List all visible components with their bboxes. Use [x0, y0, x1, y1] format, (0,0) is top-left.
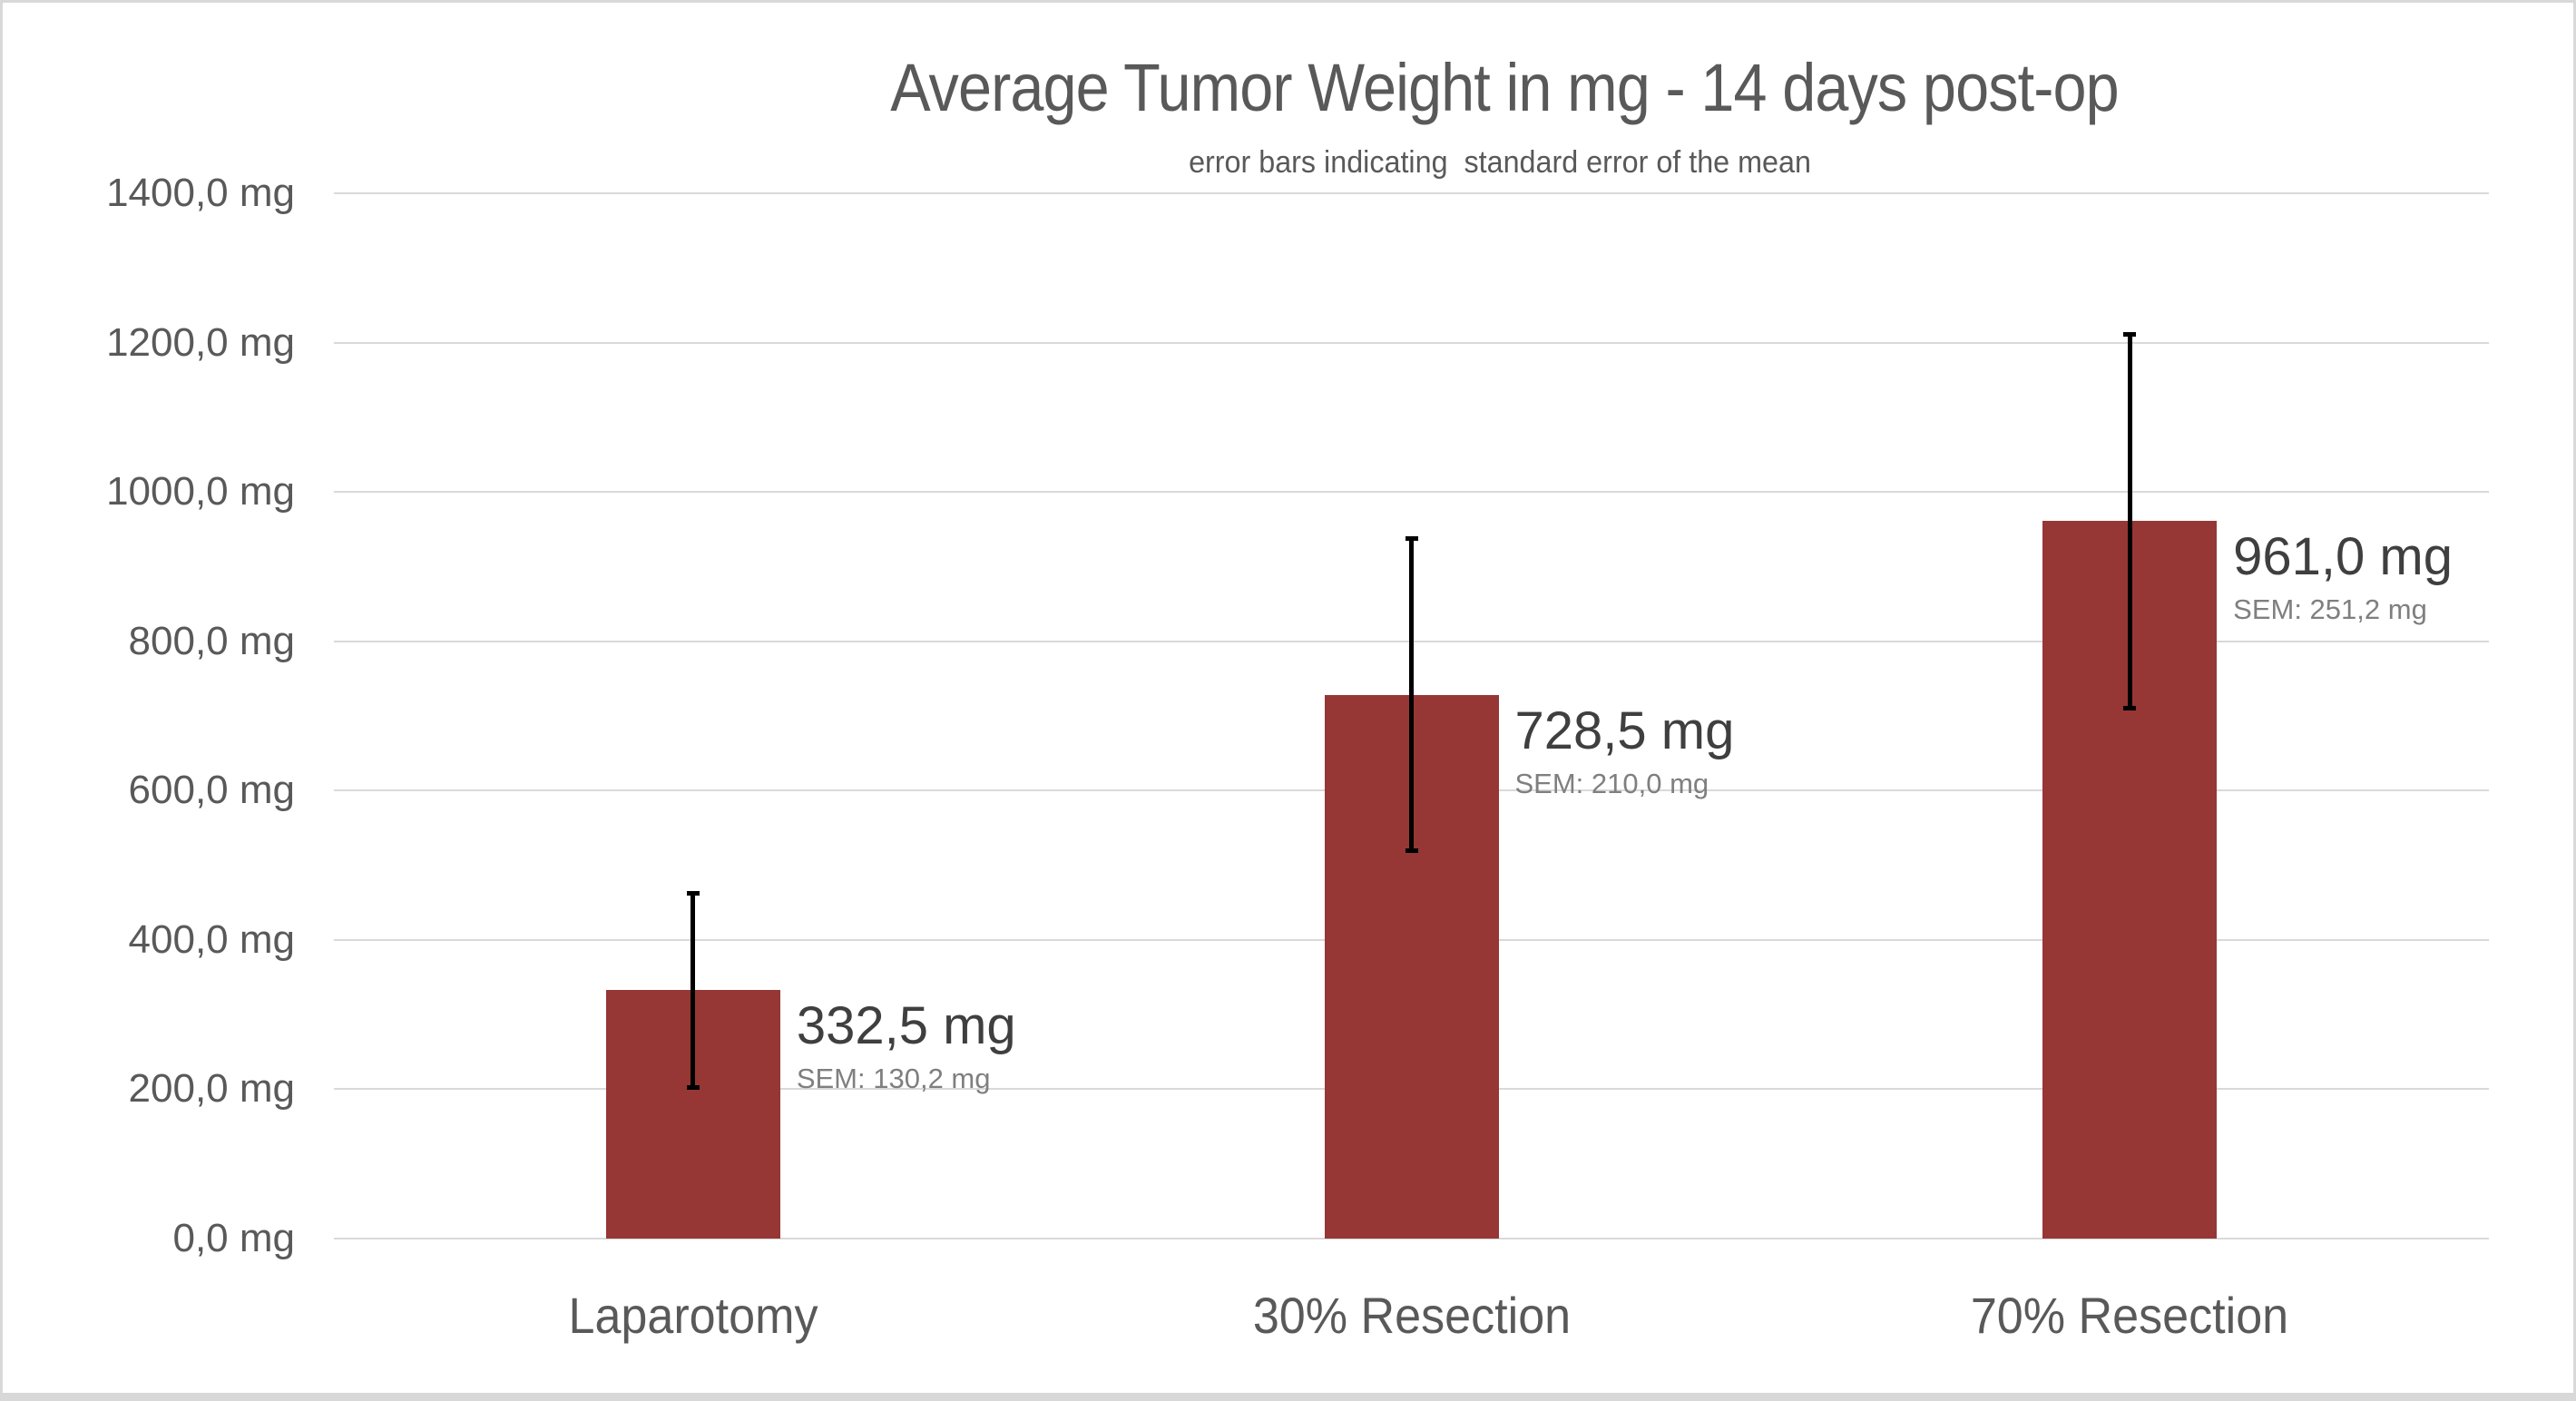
- y-axis-tick-label: 800,0 mg: [128, 618, 295, 663]
- gridline: [334, 1238, 2489, 1239]
- error-bar-cap-top: [2123, 331, 2137, 337]
- y-axis-tick-label: 400,0 mg: [128, 916, 295, 962]
- y-axis-tick-label: 200,0 mg: [128, 1066, 295, 1112]
- bar-value-label: 961,0 mg: [2233, 527, 2453, 587]
- error-bar-cap-top: [1405, 535, 1418, 541]
- y-axis-tick-label: 600,0 mg: [128, 768, 295, 813]
- x-axis-category-label: Laparotomy: [568, 1287, 818, 1344]
- chart-subtitle: error bars indicating standard error of …: [1189, 145, 1811, 180]
- error-bar-cap-bottom: [686, 1084, 700, 1090]
- y-axis-tick-label: 1000,0 mg: [106, 469, 295, 514]
- error-bar-cap-bottom: [2123, 705, 2137, 710]
- bar-sem-label: SEM: 130,2 mg: [796, 1063, 991, 1095]
- bar-sem-label: SEM: 210,0 mg: [1514, 767, 1709, 799]
- bar-sem-label: SEM: 251,2 mg: [2233, 593, 2427, 626]
- chart-title: Average Tumor Weight in mg - 14 days pos…: [890, 50, 2119, 125]
- error-bar-line: [2127, 333, 2132, 709]
- x-axis-category-label: 30% Resection: [1252, 1287, 1571, 1344]
- error-bar-line: [1409, 537, 1414, 852]
- gridline: [334, 341, 2489, 344]
- bar-label-block: 728,5 mg SEM: 210,0 mg: [1514, 700, 1735, 800]
- gridline: [334, 491, 2489, 494]
- y-axis-tick-label: 1400,0 mg: [106, 171, 295, 215]
- error-bar-cap-top: [686, 891, 700, 896]
- error-bar-cap-bottom: [1405, 848, 1418, 854]
- bar-label-block: 332,5 mg SEM: 130,2 mg: [797, 997, 1016, 1095]
- x-axis-category-label: 70% Resection: [1971, 1287, 2289, 1344]
- bar-value-label: 728,5 mg: [1514, 700, 1735, 760]
- y-axis-tick-label: 0,0 mg: [172, 1216, 295, 1260]
- gridline: [334, 192, 2489, 194]
- error-bar-line: [691, 893, 696, 1088]
- bar-value-label: 332,5 mg: [796, 996, 1016, 1056]
- y-axis-tick-label: 1200,0 mg: [106, 319, 295, 365]
- bar-label-block: 961,0 mg SEM: 251,2 mg: [2233, 528, 2453, 626]
